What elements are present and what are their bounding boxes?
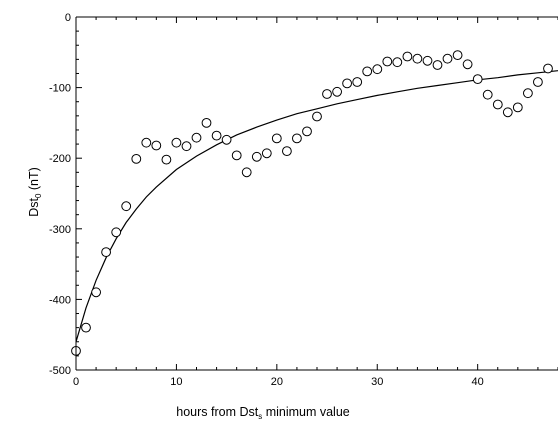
points-layer xyxy=(71,50,553,356)
data-point xyxy=(131,154,142,164)
data-point xyxy=(231,150,242,161)
y-tick-label: 0 xyxy=(65,12,71,24)
data-point xyxy=(261,148,272,159)
x-tick-label: 20 xyxy=(271,376,283,388)
data-point xyxy=(342,78,353,89)
y-tick-label: -500 xyxy=(49,365,71,377)
data-point xyxy=(372,64,383,75)
data-point xyxy=(181,141,192,152)
data-point xyxy=(191,132,202,143)
data-point xyxy=(322,89,332,99)
data-point xyxy=(442,53,453,64)
y-tick-label: -300 xyxy=(49,224,71,236)
x-tick-label: 40 xyxy=(472,376,484,388)
data-point xyxy=(533,77,543,87)
data-point xyxy=(482,89,493,100)
data-point xyxy=(282,146,292,157)
data-point xyxy=(332,86,343,97)
data-point xyxy=(382,56,393,67)
x-tick-label: 0 xyxy=(73,376,79,388)
y-axis-title: Dst0 (nT) xyxy=(27,167,43,217)
x-axis-title-suffix: minimum value xyxy=(262,405,350,419)
y-tick-label: -100 xyxy=(49,83,71,95)
data-point xyxy=(141,137,152,148)
axes-layer xyxy=(75,16,558,371)
data-point xyxy=(502,107,513,118)
data-point xyxy=(312,111,322,122)
data-point xyxy=(201,118,212,128)
data-point xyxy=(91,287,101,298)
data-point xyxy=(412,53,423,64)
data-point xyxy=(523,88,533,99)
data-point xyxy=(432,60,443,70)
data-point xyxy=(402,51,413,62)
data-point xyxy=(251,151,262,162)
data-point xyxy=(422,55,433,66)
data-point xyxy=(101,247,111,258)
data-point xyxy=(81,322,91,333)
data-point xyxy=(543,63,553,74)
data-point xyxy=(392,57,403,68)
data-point xyxy=(362,66,373,77)
data-point xyxy=(352,77,363,87)
data-point xyxy=(241,167,252,178)
data-point xyxy=(221,134,232,145)
data-point xyxy=(111,227,122,238)
x-tick-label: 10 xyxy=(170,376,182,388)
data-point xyxy=(151,140,162,151)
data-point xyxy=(452,50,463,60)
y-tick-label: -400 xyxy=(49,294,71,306)
data-point xyxy=(462,59,473,70)
x-tick-label: 30 xyxy=(371,376,383,388)
x-axis-title: hours from Dsts minimum value xyxy=(176,405,350,421)
y-axis-title-main: Dst xyxy=(27,198,41,217)
y-axis-title-suffix: (nT) xyxy=(27,167,41,193)
fit-curve xyxy=(75,70,558,342)
data-point xyxy=(121,201,132,212)
y-tick-label: -200 xyxy=(49,153,71,165)
data-point xyxy=(512,102,523,113)
data-point xyxy=(492,99,503,110)
data-point xyxy=(271,133,282,144)
data-point xyxy=(472,74,483,84)
x-axis-title-main: hours from Dst xyxy=(176,405,258,419)
y-axis-title-subscript: 0 xyxy=(34,193,43,198)
ticks-layer: 0 10 20 30 40 0 -100 -200 -300 -400 -500 xyxy=(49,12,558,388)
data-point xyxy=(211,130,222,141)
data-point xyxy=(171,137,182,148)
data-point xyxy=(302,126,312,137)
x-axis-title-subscript: s xyxy=(258,412,262,421)
fit-layer xyxy=(75,70,558,342)
data-point xyxy=(292,133,302,144)
data-point xyxy=(161,154,172,165)
